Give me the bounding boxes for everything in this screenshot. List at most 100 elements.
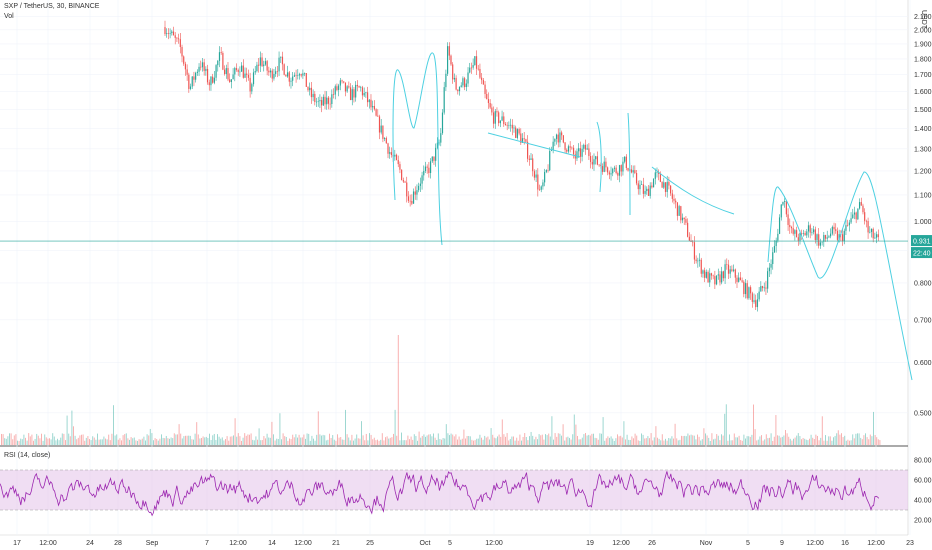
candle-body bbox=[344, 82, 347, 92]
volume-bar bbox=[791, 440, 793, 445]
volume-bar bbox=[5, 438, 7, 445]
volume-bar bbox=[284, 436, 286, 445]
candle-body bbox=[535, 174, 537, 178]
candle-body bbox=[402, 180, 404, 182]
symbol-legend[interactable]: SXP / TetherUS, 30, BINANCE bbox=[4, 3, 100, 10]
candle-body bbox=[761, 286, 764, 289]
candle-body bbox=[355, 84, 357, 98]
candle-body bbox=[259, 57, 261, 66]
volume-bar bbox=[61, 433, 63, 445]
volume-bar bbox=[533, 439, 535, 445]
candle-body bbox=[433, 156, 435, 161]
volume-bar bbox=[623, 421, 625, 445]
volume-bar bbox=[385, 437, 386, 445]
volume-bar bbox=[876, 437, 878, 445]
volume-bar bbox=[380, 439, 382, 445]
candle-body bbox=[792, 228, 794, 234]
candle-body bbox=[179, 39, 181, 48]
candle-body bbox=[872, 228, 874, 239]
time-tick-label: 5 bbox=[448, 540, 452, 547]
volume-bar bbox=[340, 437, 342, 445]
candle-body bbox=[256, 64, 258, 72]
candle-body bbox=[656, 172, 658, 173]
candle-body bbox=[329, 103, 331, 105]
candle-body bbox=[395, 154, 398, 160]
volume-bar bbox=[394, 409, 396, 445]
projected-curve-1[interactable] bbox=[392, 52, 443, 246]
volume-bar bbox=[777, 435, 778, 445]
volume-bar bbox=[194, 433, 196, 445]
trendline-3[interactable] bbox=[627, 112, 631, 216]
volume-bar bbox=[319, 434, 321, 445]
volume-bar bbox=[634, 433, 636, 445]
volume-bar bbox=[644, 438, 646, 445]
volume-bar bbox=[133, 437, 135, 445]
candle-body bbox=[858, 202, 861, 209]
volume-bar bbox=[441, 439, 442, 445]
volume-bar bbox=[612, 438, 614, 445]
candle-body bbox=[452, 64, 454, 80]
volume-bar bbox=[167, 438, 169, 445]
candle-body bbox=[714, 276, 716, 285]
volume-bar bbox=[234, 418, 236, 445]
rsi-legend[interactable]: RSI (14, close) bbox=[4, 452, 51, 459]
volume-bar bbox=[189, 435, 191, 445]
volume-bar bbox=[257, 439, 258, 445]
candle-body bbox=[174, 35, 176, 38]
candle-body bbox=[310, 87, 313, 98]
volume-bar bbox=[501, 419, 503, 445]
volume-bar bbox=[269, 437, 271, 445]
trendline-4[interactable] bbox=[651, 166, 735, 215]
trendline-2[interactable] bbox=[596, 121, 602, 193]
volume-bar bbox=[682, 436, 684, 445]
candle-body bbox=[327, 97, 330, 104]
candle-body bbox=[710, 273, 713, 276]
volume-bar bbox=[604, 440, 606, 445]
candle-body bbox=[360, 87, 362, 89]
candle-body bbox=[188, 74, 190, 89]
volume-bar bbox=[633, 438, 634, 445]
candle-body bbox=[709, 273, 711, 283]
volume-bar bbox=[290, 439, 292, 445]
projected-curve-2[interactable] bbox=[767, 171, 913, 381]
candle-body bbox=[499, 120, 501, 124]
volume-bar bbox=[279, 413, 281, 445]
time-tick-label: 24 bbox=[86, 540, 94, 547]
volume-bar bbox=[745, 438, 746, 445]
candle-body bbox=[772, 252, 774, 265]
volume-bar bbox=[828, 436, 830, 445]
volume-bar bbox=[642, 434, 644, 445]
candle-body bbox=[784, 201, 786, 202]
candle-body bbox=[520, 133, 522, 143]
candle-body bbox=[441, 112, 444, 134]
volume-bar bbox=[519, 434, 521, 445]
candle-body bbox=[217, 60, 219, 66]
trendline-1[interactable] bbox=[487, 132, 581, 158]
candle-body bbox=[586, 148, 588, 150]
volume-bar bbox=[173, 433, 175, 445]
candle-body bbox=[595, 156, 597, 160]
candle-body bbox=[176, 37, 178, 39]
time-axis[interactable]: 17 12:00 24 28 Sep 7 12:00 14 12:00 21 25 Oct 5 12:00… bbox=[13, 540, 914, 547]
candle-body bbox=[269, 70, 272, 73]
volume-bar bbox=[135, 440, 137, 445]
volume-bar bbox=[717, 435, 719, 445]
candle-body bbox=[557, 134, 559, 143]
volume-bar bbox=[109, 440, 111, 445]
volume-bar bbox=[141, 438, 143, 445]
volume-bar bbox=[529, 436, 530, 445]
volume-bar bbox=[175, 434, 177, 445]
volume-bar bbox=[684, 435, 686, 445]
volume-bar bbox=[706, 435, 708, 445]
volume-bar bbox=[463, 429, 465, 445]
volume-bar bbox=[831, 440, 833, 445]
candle-body bbox=[387, 143, 389, 154]
volume-bar bbox=[874, 435, 876, 445]
candle-body bbox=[252, 72, 255, 85]
volume-bar bbox=[98, 439, 100, 445]
volume-bar bbox=[105, 438, 106, 445]
candle-body bbox=[397, 159, 399, 165]
volume-bar bbox=[629, 439, 631, 445]
volume-legend[interactable]: Vol bbox=[4, 13, 14, 20]
